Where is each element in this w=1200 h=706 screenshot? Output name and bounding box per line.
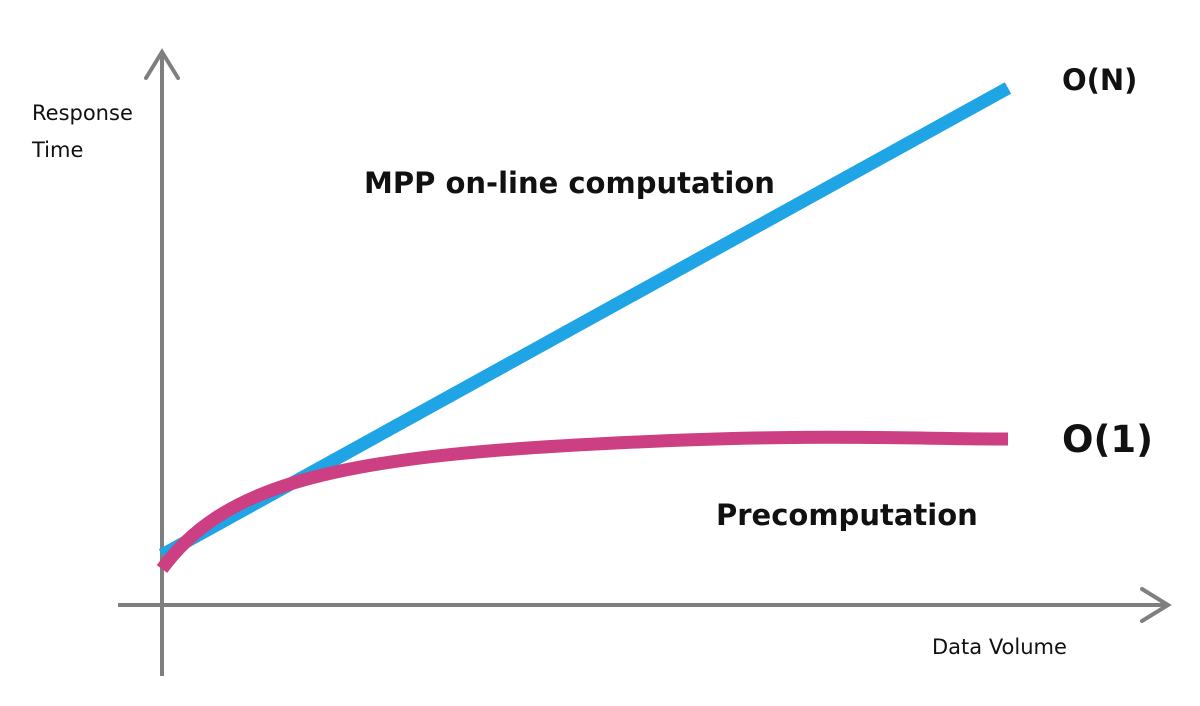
y-label: Response [32, 101, 133, 125]
y-arrow [144, 48, 180, 80]
precomputation-curve [156, 430, 1009, 573]
x-arrow [1140, 587, 1172, 623]
y-label: Time [31, 138, 83, 162]
complexity-label: O(1) [1062, 418, 1153, 461]
complexity-label: O(N) [1062, 63, 1137, 97]
x-label: Data Volume [932, 635, 1067, 659]
curve-label: Precomputation [716, 498, 978, 532]
curve-label: MPP on-line computation [364, 166, 775, 200]
